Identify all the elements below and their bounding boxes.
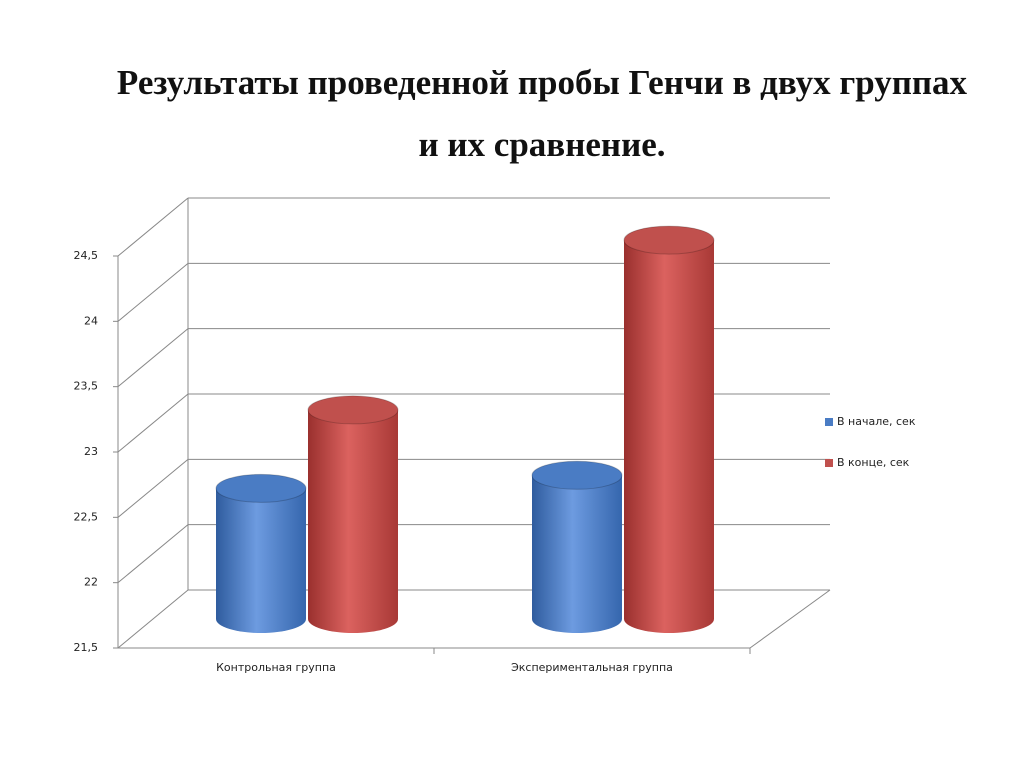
chart-title: Результаты проведенной пробы Генчи в дву… [116, 63, 968, 164]
x-tick-label: Экспериментальная группа [511, 661, 673, 674]
grid-line [117, 393, 189, 453]
y-tick-label: 22 [84, 576, 98, 589]
bar-body [216, 488, 306, 619]
y-tick-label: 24,5 [74, 249, 99, 262]
bar-body [308, 409, 398, 619]
bar-top [307, 395, 399, 425]
bar [215, 473, 307, 633]
legend-swatch [825, 459, 833, 467]
bar-body [624, 240, 714, 620]
legend-swatch [825, 418, 833, 426]
grid-line [117, 524, 189, 584]
y-tick-label: 23,5 [74, 380, 99, 393]
y-tick-label: 23 [84, 445, 98, 458]
grid-line [117, 589, 189, 649]
y-tick-label: 22,5 [74, 510, 99, 523]
grid-line [117, 262, 189, 322]
x-tick-label: Контрольная группа [216, 661, 336, 674]
grid-line [117, 197, 189, 257]
y-tick-label: 24 [84, 314, 98, 327]
bar-top [531, 460, 623, 490]
floor-edge [749, 589, 831, 649]
grid-line [117, 458, 189, 518]
bar [623, 225, 715, 633]
bar-top [623, 225, 715, 255]
bar [307, 395, 399, 633]
bar-body [532, 475, 622, 619]
bar-top [215, 473, 307, 503]
legend-label: В начале, сек [837, 415, 916, 428]
bar [531, 460, 623, 633]
y-tick-label: 21,5 [74, 641, 99, 654]
grid-line [117, 328, 189, 388]
legend-label: В конце, сек [837, 456, 910, 469]
